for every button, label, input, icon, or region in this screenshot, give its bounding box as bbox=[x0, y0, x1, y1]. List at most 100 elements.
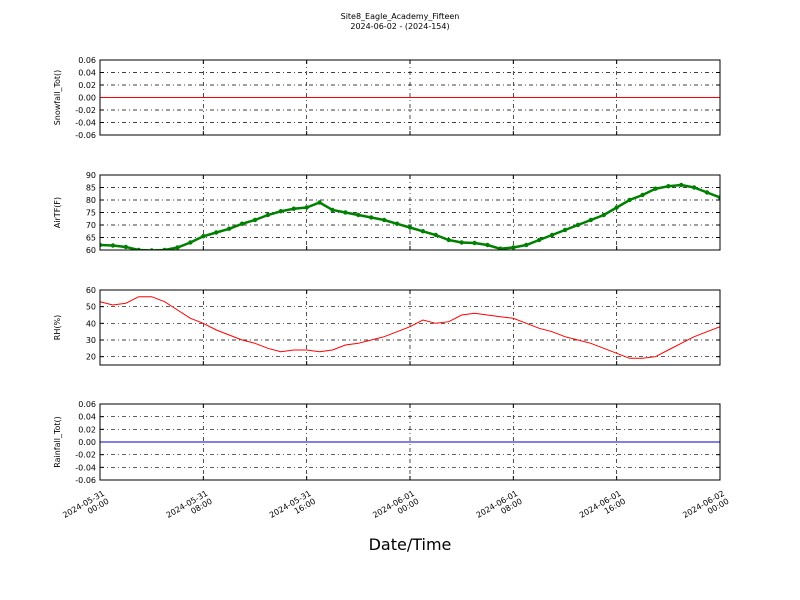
x-axis-label: Date/Time bbox=[369, 535, 452, 554]
panel-2: 90 85 80 75 70 65 60 AirTF(F) bbox=[53, 171, 721, 255]
data-point bbox=[511, 245, 516, 250]
data-point bbox=[278, 209, 284, 214]
data-point bbox=[369, 215, 374, 220]
y-axis-label: Snowfall_Tot() bbox=[53, 70, 62, 126]
data-point bbox=[175, 245, 180, 250]
data-point bbox=[640, 192, 645, 198]
data-point bbox=[691, 185, 697, 190]
y-tick-label: 0.02 bbox=[78, 425, 96, 434]
x-tick-label: 2024-06-0108:00 bbox=[475, 489, 524, 528]
data-point bbox=[549, 232, 555, 238]
panel-frame bbox=[99, 403, 721, 481]
y-axis-label: AirTF(F) bbox=[53, 197, 62, 228]
series-line-1 bbox=[100, 183, 720, 250]
y-axis-label: Rainfall_Tot() bbox=[53, 416, 62, 468]
y-tick-label: 40 bbox=[86, 319, 96, 328]
y-tick-label: 90 bbox=[86, 171, 96, 180]
data-point bbox=[485, 242, 490, 248]
x-tick-label: 2024-05-3100:00 bbox=[61, 489, 110, 528]
data-point bbox=[601, 212, 606, 218]
y-tick-label: 75 bbox=[86, 209, 96, 218]
data-point bbox=[226, 226, 232, 231]
data-point bbox=[381, 217, 387, 223]
data-point bbox=[214, 230, 219, 235]
y-tick-label: 60 bbox=[86, 246, 96, 255]
data-point bbox=[188, 240, 193, 245]
data-point bbox=[136, 247, 141, 250]
data-point bbox=[201, 234, 206, 239]
data-point bbox=[304, 205, 309, 210]
y-tick-label: -0.04 bbox=[75, 119, 96, 128]
y-tick-label: 20 bbox=[86, 353, 96, 362]
data-point bbox=[717, 195, 720, 200]
data-point bbox=[588, 217, 594, 223]
data-point bbox=[356, 212, 361, 218]
data-point bbox=[291, 206, 296, 211]
y-tick-label: 80 bbox=[86, 196, 96, 205]
y-tick-label: 70 bbox=[86, 221, 96, 230]
data-point bbox=[110, 243, 116, 248]
y-tick-label: 0.06 bbox=[78, 56, 96, 65]
x-tick-label: 2024-05-3116:00 bbox=[268, 489, 317, 528]
data-point bbox=[459, 240, 464, 245]
y-tick-label: -0.06 bbox=[75, 131, 96, 140]
y-tick-label: 60 bbox=[86, 286, 96, 295]
y-tick-label: 65 bbox=[86, 234, 96, 243]
data-point bbox=[407, 225, 413, 230]
x-tick-label: 2024-06-0100:00 bbox=[371, 489, 420, 528]
data-point bbox=[433, 232, 439, 238]
panel-frame bbox=[99, 59, 721, 136]
data-point bbox=[653, 186, 658, 191]
series-line-1 bbox=[100, 296, 720, 359]
data-point bbox=[498, 246, 503, 250]
data-point bbox=[627, 197, 632, 203]
data-point bbox=[394, 221, 400, 226]
y-tick-label: -0.02 bbox=[75, 451, 96, 460]
y-axis-label: RH(%) bbox=[53, 315, 62, 340]
data-point bbox=[239, 221, 245, 226]
data-point bbox=[524, 242, 529, 248]
data-point bbox=[330, 207, 335, 213]
y-tick-label: -0.02 bbox=[75, 106, 96, 115]
data-point bbox=[162, 247, 167, 250]
data-point bbox=[100, 242, 103, 248]
data-point bbox=[420, 229, 426, 234]
data-point bbox=[614, 205, 619, 210]
panel-1: 0.06 0.04 0.02 0.00 -0.02 -0.04 -0.06 Snowfall_… bbox=[53, 56, 721, 140]
x-axis-tick-labels: 2024-05-3100:00 2024-05-3108:00 2024-05-31… bbox=[61, 489, 730, 528]
data-point bbox=[252, 217, 258, 223]
data-point bbox=[123, 244, 129, 250]
x-tick-label: 2024-06-0116:00 bbox=[578, 489, 627, 528]
y-tick-label: 0.06 bbox=[78, 400, 96, 409]
chart-panels: 0.06 0.04 0.02 0.00 -0.02 -0.04 -0.06 Snowfall_… bbox=[53, 56, 721, 485]
data-point bbox=[562, 227, 568, 233]
data-point bbox=[446, 237, 451, 243]
y-tick-label: 85 bbox=[86, 184, 96, 193]
panel-frame bbox=[99, 289, 721, 366]
data-point bbox=[536, 237, 542, 243]
x-tick-label: 2024-06-0200:00 bbox=[681, 489, 730, 528]
panel-4: 0.06 0.04 0.02 0.00 -0.02 -0.04 -0.06 Rainfall_… bbox=[53, 400, 721, 485]
data-point bbox=[704, 190, 710, 195]
y-tick-label: 0.04 bbox=[78, 413, 96, 422]
y-tick-label: 0.00 bbox=[78, 438, 96, 447]
y-tick-label: 30 bbox=[86, 336, 96, 345]
y-tick-label: 50 bbox=[86, 303, 96, 312]
data-point bbox=[265, 212, 271, 218]
y-tick-label: 0.00 bbox=[78, 94, 96, 103]
data-point bbox=[317, 200, 322, 205]
x-tick-label: 2024-05-3108:00 bbox=[165, 489, 214, 528]
data-point bbox=[472, 240, 477, 246]
y-tick-label: 0.02 bbox=[78, 81, 96, 90]
y-tick-label: -0.06 bbox=[75, 476, 96, 485]
figure-title: Site8_Eagle_Academy_Fifteen bbox=[341, 12, 460, 21]
panel-frame bbox=[99, 174, 721, 251]
y-tick-label: 0.04 bbox=[78, 69, 96, 78]
data-point bbox=[666, 184, 671, 189]
panel-3: 60 50 40 30 20 RH(%) bbox=[53, 286, 721, 366]
figure-subtitle: 2024-06-02 - (2024-154) bbox=[350, 22, 449, 31]
data-point bbox=[575, 222, 581, 228]
y-tick-label: -0.04 bbox=[75, 463, 96, 472]
data-point bbox=[679, 182, 684, 188]
